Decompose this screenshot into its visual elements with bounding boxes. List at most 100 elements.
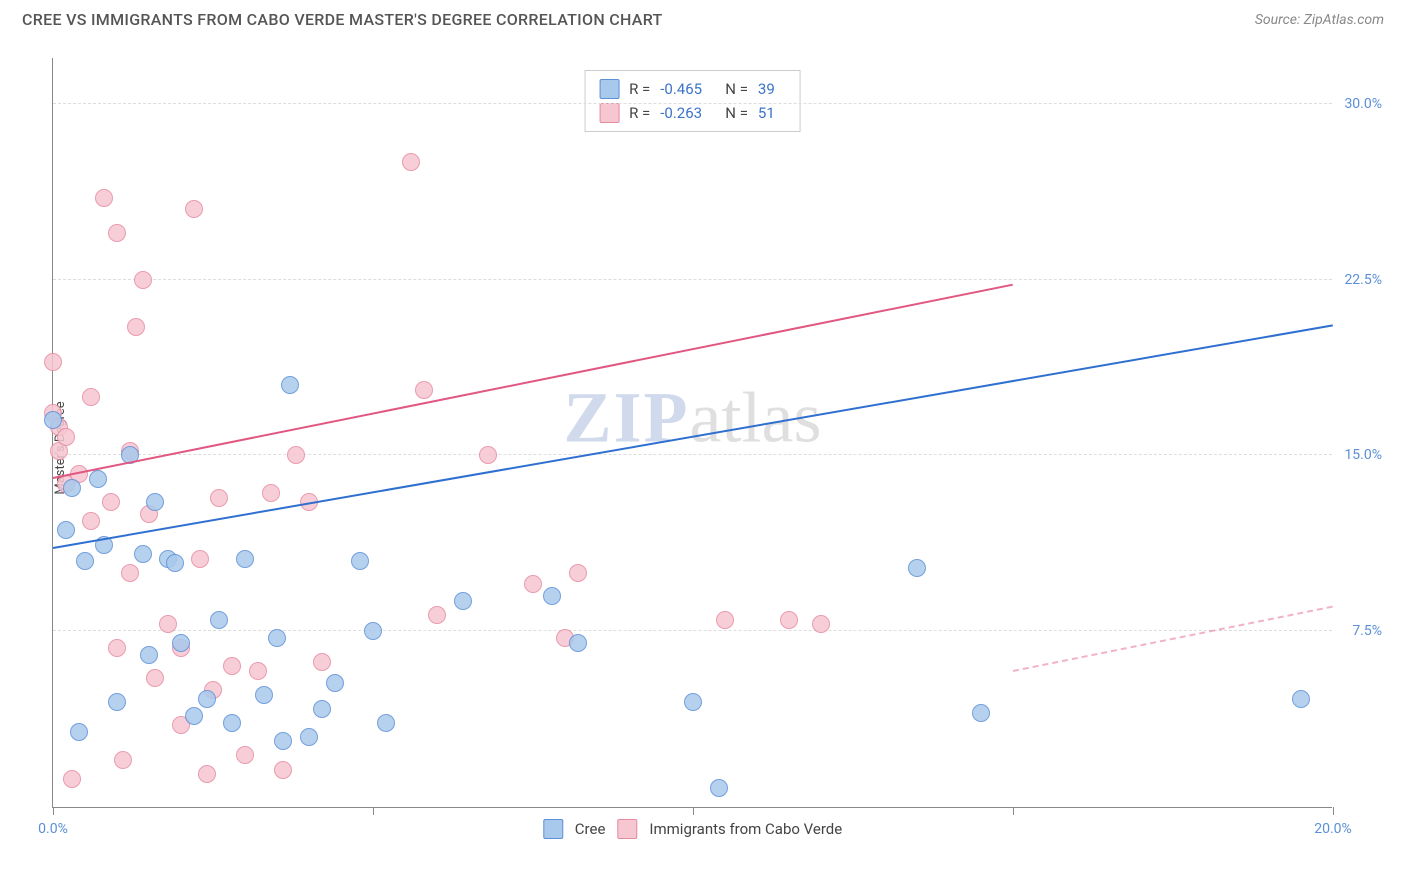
- data-point: [146, 493, 164, 511]
- watermark-bold: ZIP: [564, 377, 690, 457]
- data-point: [172, 634, 190, 652]
- data-point: [415, 381, 433, 399]
- data-point: [236, 746, 254, 764]
- data-point: [198, 690, 216, 708]
- legend-label: Immigrants from Cabo Verde: [649, 820, 842, 838]
- x-tick: [53, 807, 54, 815]
- data-point: [76, 552, 94, 570]
- data-point: [569, 564, 587, 582]
- data-point: [454, 592, 472, 610]
- stat-n-value: 39: [758, 77, 786, 101]
- data-point: [274, 761, 292, 779]
- trendline: [53, 325, 1333, 550]
- chart-source: Source: ZipAtlas.com: [1255, 12, 1384, 28]
- stat-r-value: -0.263: [660, 101, 715, 125]
- series-legend: Cree Immigrants from Cabo Verde: [543, 819, 842, 839]
- data-point: [63, 479, 81, 497]
- data-point: [185, 200, 203, 218]
- data-point: [108, 693, 126, 711]
- legend-label: Cree: [575, 820, 606, 838]
- data-point: [159, 615, 177, 633]
- data-point: [479, 446, 497, 464]
- data-point: [524, 575, 542, 593]
- legend-swatch: [617, 819, 637, 839]
- stat-r-label: R =: [629, 101, 650, 125]
- data-point: [300, 728, 318, 746]
- stat-r-value: -0.465: [660, 77, 715, 101]
- y-tick-label: 22.5%: [1344, 272, 1382, 288]
- data-point: [313, 700, 331, 718]
- x-tick-label: 0.0%: [38, 821, 68, 837]
- trendline: [1013, 606, 1333, 672]
- data-point: [63, 770, 81, 788]
- x-tick-label: 20.0%: [1314, 821, 1352, 837]
- data-point: [121, 564, 139, 582]
- data-point: [274, 732, 292, 750]
- data-point: [1292, 690, 1310, 708]
- stat-n-value: 51: [758, 101, 786, 125]
- x-tick: [1013, 807, 1014, 815]
- data-point: [569, 634, 587, 652]
- gridline: [53, 279, 1332, 280]
- data-point: [236, 550, 254, 568]
- data-point: [198, 765, 216, 783]
- chart-title: CREE VS IMMIGRANTS FROM CABO VERDE MASTE…: [22, 10, 663, 29]
- x-tick: [693, 807, 694, 815]
- legend-row: R = -0.263 N = 51: [599, 101, 786, 125]
- data-point: [108, 224, 126, 242]
- trendline: [53, 284, 1013, 479]
- data-point: [716, 611, 734, 629]
- data-point: [210, 489, 228, 507]
- data-point: [108, 639, 126, 657]
- data-point: [44, 411, 62, 429]
- y-tick-label: 7.5%: [1352, 623, 1382, 639]
- gridline: [53, 630, 1332, 631]
- chart-header: CREE VS IMMIGRANTS FROM CABO VERDE MASTE…: [0, 0, 1406, 35]
- chart-container: Master's Degree ZIPatlas R =-0.465N =39R…: [22, 48, 1384, 848]
- data-point: [114, 751, 132, 769]
- data-point: [82, 388, 100, 406]
- data-point: [281, 376, 299, 394]
- data-point: [210, 611, 228, 629]
- stat-r-label: R =: [629, 77, 650, 101]
- gridline: [53, 103, 1332, 104]
- data-point: [146, 669, 164, 687]
- data-point: [249, 662, 267, 680]
- data-point: [428, 606, 446, 624]
- data-point: [402, 153, 420, 171]
- data-point: [44, 353, 62, 371]
- data-point: [223, 714, 241, 732]
- data-point: [134, 545, 152, 563]
- data-point: [140, 646, 158, 664]
- legend-row: R =-0.465N =39: [599, 77, 786, 101]
- data-point: [972, 704, 990, 722]
- data-point: [543, 587, 561, 605]
- data-point: [780, 611, 798, 629]
- data-point: [377, 714, 395, 732]
- data-point: [262, 484, 280, 502]
- data-point: [57, 521, 75, 539]
- data-point: [351, 552, 369, 570]
- data-point: [908, 559, 926, 577]
- gridline: [53, 454, 1332, 455]
- data-point: [127, 318, 145, 336]
- data-point: [89, 470, 107, 488]
- legend-swatch: [543, 819, 563, 839]
- data-point: [268, 629, 286, 647]
- x-tick: [1333, 807, 1334, 815]
- correlation-legend: R = -0.465 N = 39R = -0.263 N = 51: [584, 70, 801, 132]
- y-tick-label: 30.0%: [1344, 96, 1382, 112]
- data-point: [134, 271, 152, 289]
- stat-n-label: N =: [725, 101, 748, 125]
- legend-swatch: [599, 103, 619, 123]
- watermark: ZIPatlas: [564, 376, 822, 459]
- data-point: [57, 428, 75, 446]
- data-point: [191, 550, 209, 568]
- legend-swatch: [599, 79, 619, 99]
- data-point: [313, 653, 331, 671]
- data-point: [70, 723, 88, 741]
- data-point: [102, 493, 120, 511]
- data-point: [710, 779, 728, 797]
- data-point: [326, 674, 344, 692]
- plot-area: ZIPatlas R =-0.465N =39R =-0.263N =51 Cr…: [52, 58, 1332, 808]
